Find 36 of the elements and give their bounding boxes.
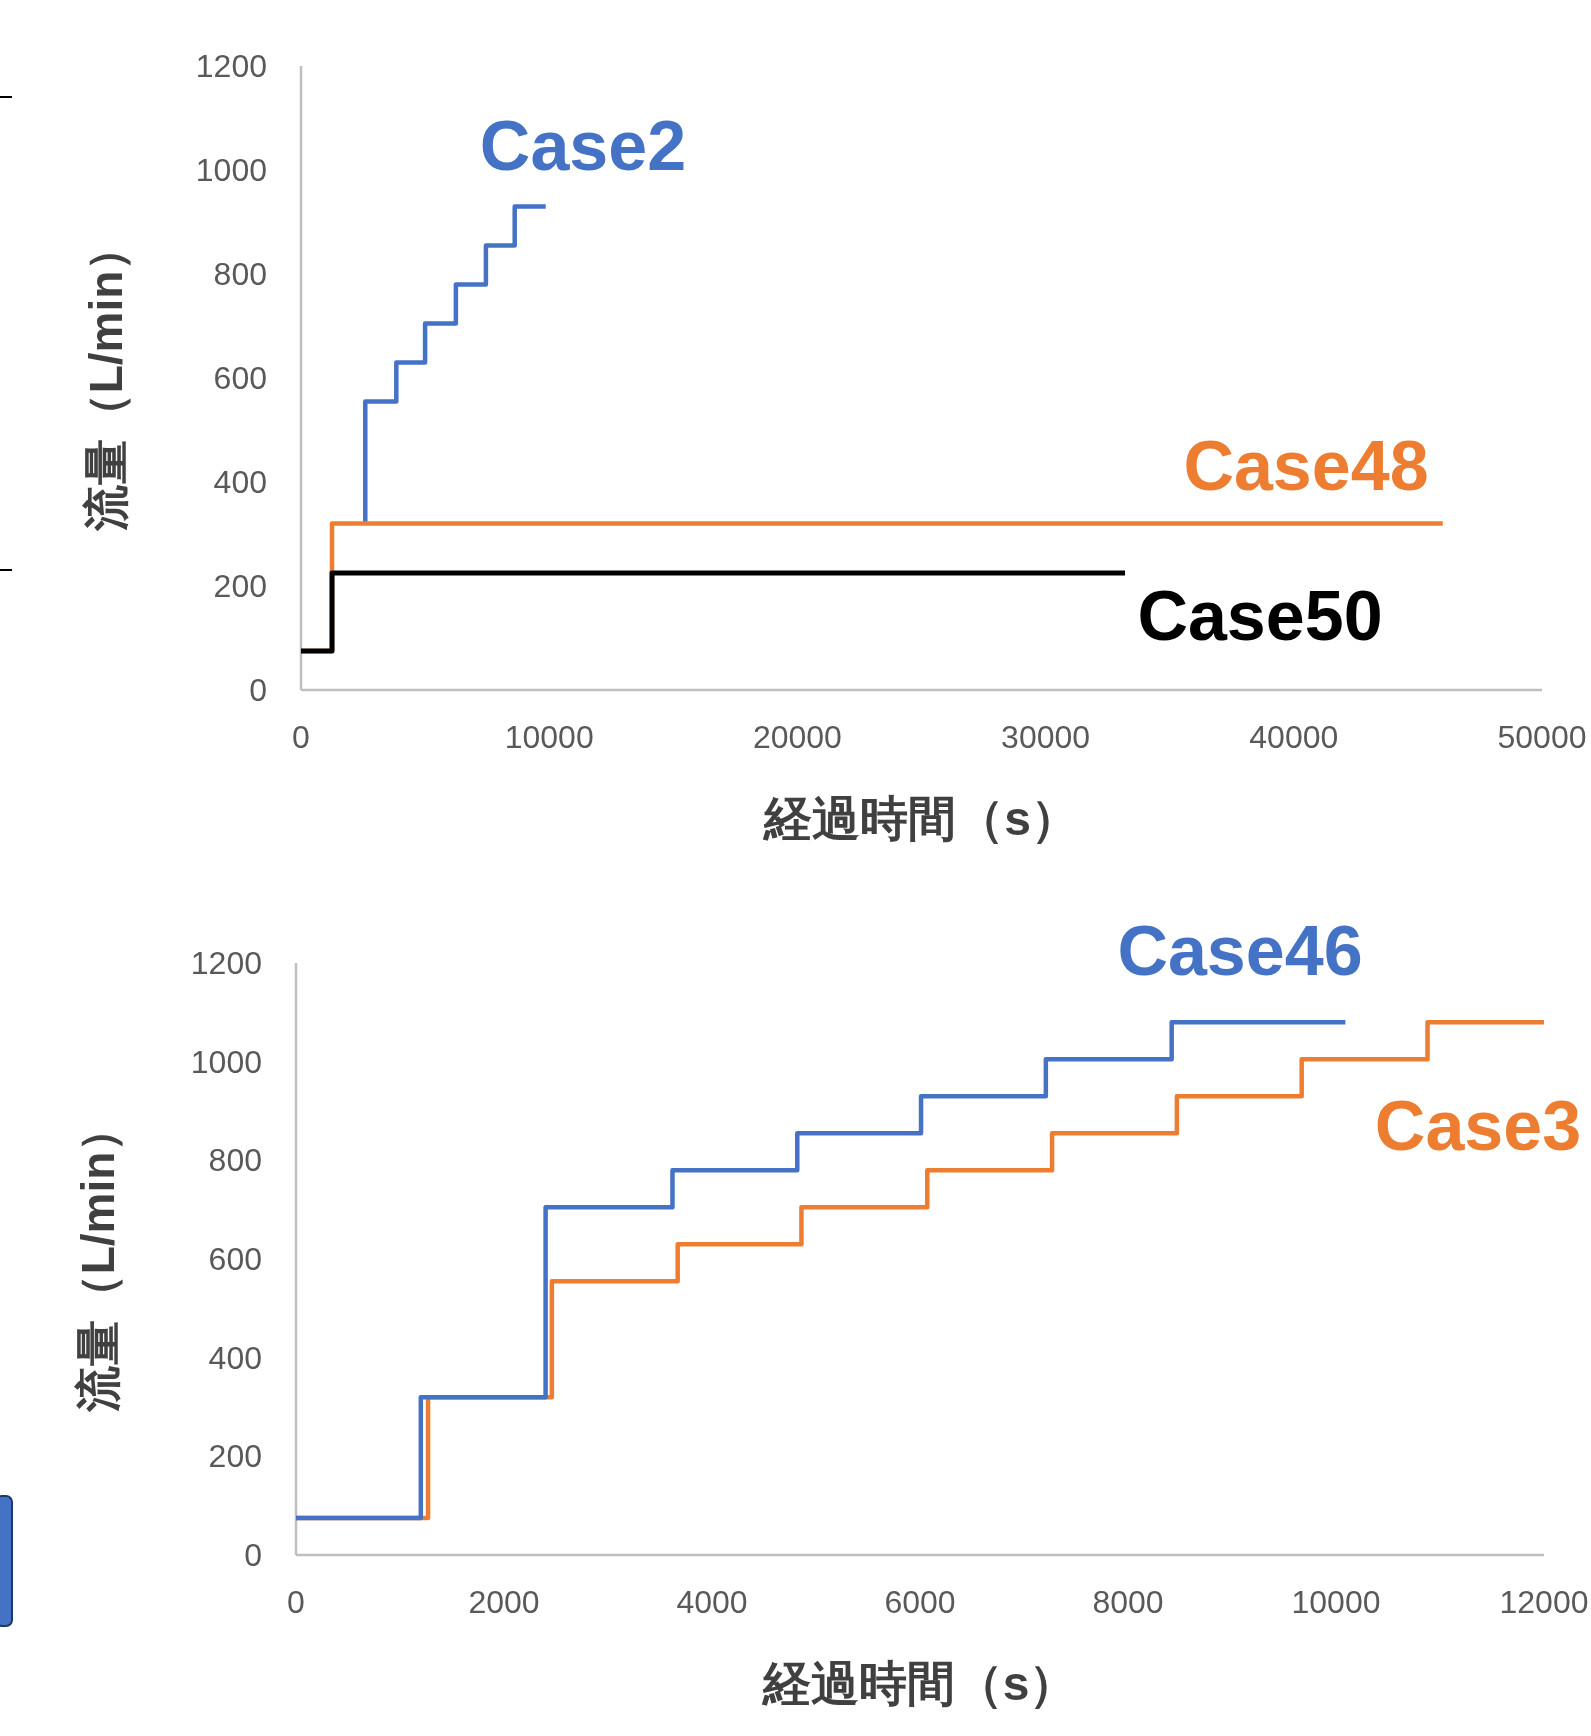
series-label: Case3 <box>1374 1087 1582 1165</box>
y-tick-label: 400 <box>213 464 267 500</box>
series-label: Case50 <box>1137 577 1383 655</box>
y-tick-label: 0 <box>249 672 267 708</box>
y-tick-label: 200 <box>213 568 267 604</box>
x-tick-label: 10000 <box>1291 1584 1381 1620</box>
x-axis-title: 経過時間（s） <box>762 792 1079 845</box>
x-tick-label: 50000 <box>1497 719 1587 755</box>
x-tick-label: 8000 <box>1092 1584 1164 1620</box>
x-tick-label: 6000 <box>884 1584 956 1620</box>
y-tick-label: 1000 <box>190 1043 262 1080</box>
y-axis-title: 流量（L/min） <box>80 224 132 533</box>
x-tick-label: 20000 <box>752 719 842 755</box>
x-tick-label: 10000 <box>504 719 594 755</box>
x-tick-label: 0 <box>287 1584 305 1620</box>
y-tick-label: 0 <box>244 1537 262 1573</box>
y-tick-label: 600 <box>208 1241 262 1277</box>
series-label: Case48 <box>1183 427 1429 505</box>
x-tick-label: 40000 <box>1249 719 1339 755</box>
x-tick-label: 30000 <box>1001 719 1091 755</box>
y-tick-label: 800 <box>208 1142 262 1179</box>
y-tick-label: 600 <box>213 360 267 396</box>
series-label: Case2 <box>479 107 687 185</box>
x-tick-label: 2000 <box>468 1584 540 1620</box>
series-label: Case46 <box>1117 912 1363 990</box>
x-tick-label: 4000 <box>676 1584 748 1620</box>
x-axis-title: 経過時間（s） <box>760 1657 1078 1710</box>
y-tick-label: 800 <box>213 256 267 292</box>
x-tick-label: 12000 <box>1499 1584 1589 1620</box>
y-tick-label: 1200 <box>195 48 267 84</box>
y-tick-label: 200 <box>208 1438 262 1475</box>
y-axis-title: 流量（L/min） <box>72 1105 124 1414</box>
y-tick-label: 1000 <box>195 152 267 188</box>
x-tick-label: 0 <box>292 719 310 755</box>
y-tick-label: 1200 <box>190 945 262 981</box>
y-tick-label: 400 <box>208 1339 262 1376</box>
